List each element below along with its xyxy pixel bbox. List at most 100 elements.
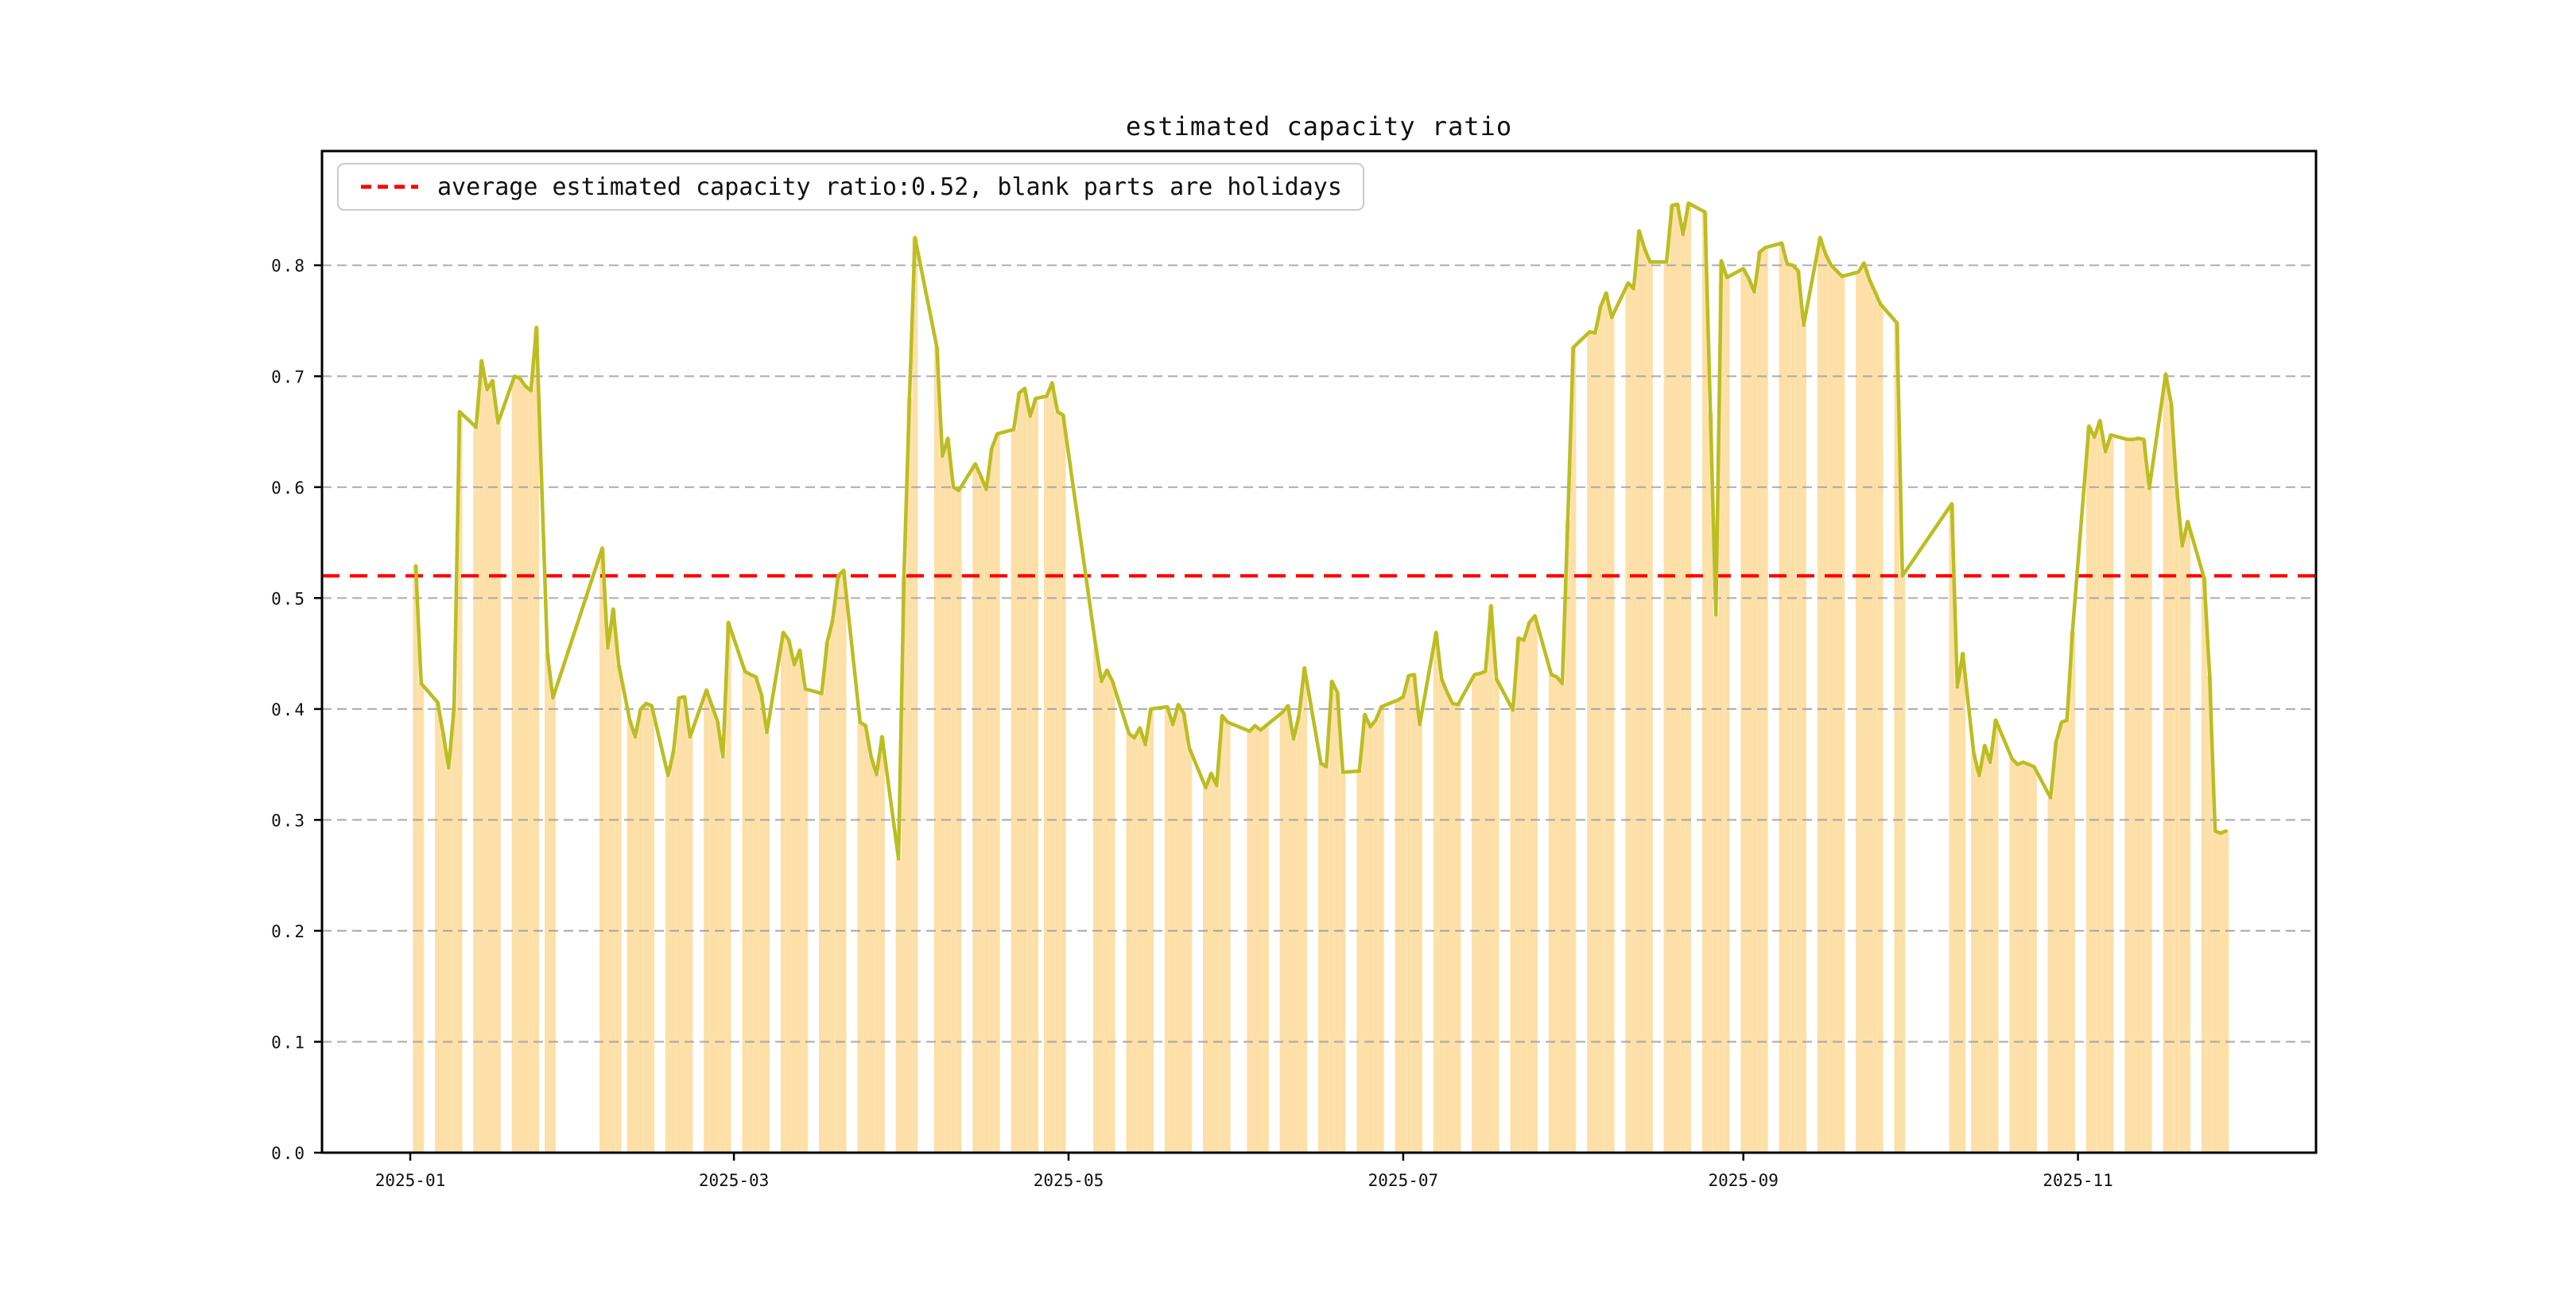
workday-bar — [2097, 421, 2103, 1153]
workday-bar — [1482, 671, 1488, 1153]
workday-bar — [2108, 435, 2114, 1153]
workday-bar — [945, 438, 951, 1153]
workday-bar — [1894, 323, 1900, 1153]
workday-bar — [2020, 762, 2027, 1153]
workday-bar — [1636, 231, 1643, 1153]
workday-bar — [1444, 692, 1450, 1153]
workday-bar — [2026, 764, 2031, 1153]
workday-bar — [1746, 278, 1752, 1153]
workday-bar — [863, 725, 869, 1153]
workday-bar — [714, 721, 720, 1153]
workday-bar — [545, 653, 550, 1153]
workday-bar — [1181, 713, 1187, 1153]
workday-bar — [819, 693, 824, 1153]
y-tick-label: 0.4 — [271, 700, 306, 719]
workday-bar — [2212, 831, 2218, 1153]
legend-average-line-marker — [361, 184, 418, 189]
workday-bar — [2130, 439, 2136, 1153]
workday-bar — [2064, 719, 2070, 1153]
workday-bar — [1949, 503, 1955, 1153]
workday-bar — [549, 697, 556, 1153]
workday-bar — [1625, 283, 1631, 1153]
workday-bar — [2136, 438, 2141, 1153]
workday-bar — [704, 690, 710, 1153]
workday-bar — [1011, 429, 1017, 1153]
workday-bar — [1022, 388, 1028, 1153]
workday-bar — [1822, 254, 1829, 1153]
workday-bar — [1258, 730, 1263, 1153]
workday-bar — [1795, 270, 1802, 1153]
workday-bar — [1801, 325, 1807, 1153]
workday-bar — [1510, 710, 1516, 1153]
workday-bars — [413, 203, 2229, 1153]
workday-bar — [1713, 614, 1719, 1153]
workday-bar — [978, 475, 984, 1153]
workday-bar — [1049, 382, 1055, 1153]
workday-bar — [1548, 674, 1554, 1153]
workday-bar — [1981, 745, 1988, 1153]
workday-bar — [1368, 727, 1373, 1153]
workday-bar — [1372, 719, 1379, 1153]
workday-bar — [1033, 398, 1039, 1153]
workday-bar — [1170, 724, 1176, 1153]
workday-bar — [780, 632, 786, 1153]
workday-bar — [1329, 680, 1335, 1153]
workday-bar — [791, 665, 797, 1153]
workday-bar — [2053, 742, 2059, 1153]
workday-bar — [1285, 705, 1291, 1153]
workday-bar — [1455, 704, 1461, 1153]
workday-bar — [451, 707, 457, 1153]
workday-bar — [1104, 670, 1110, 1153]
workday-bar — [1362, 714, 1368, 1153]
workday-bar — [1060, 415, 1066, 1153]
workday-bar — [988, 448, 995, 1153]
workday-bar — [1987, 762, 1993, 1153]
workday-bar — [829, 620, 836, 1153]
workday-bar — [1438, 679, 1445, 1153]
workday-bar — [533, 327, 540, 1153]
workday-bar — [1992, 719, 1999, 1153]
workday-bar — [1718, 261, 1724, 1153]
workday-bar — [1971, 753, 1977, 1153]
y-tick-label: 0.7 — [271, 367, 306, 386]
x-tick-label: 2025-07 — [1368, 1171, 1439, 1190]
workday-bar — [2185, 521, 2191, 1153]
workday-bar — [1515, 638, 1522, 1153]
y-tick-label: 0.1 — [271, 1033, 306, 1053]
workday-bar — [874, 774, 879, 1153]
workday-bar — [1219, 715, 1225, 1153]
workday-bar — [753, 677, 759, 1153]
y-tick-label: 0.2 — [271, 922, 306, 941]
workday-bar — [1521, 640, 1527, 1153]
workday-bar — [2091, 437, 2097, 1153]
workday-bar — [1554, 677, 1560, 1153]
workday-bar — [840, 570, 847, 1153]
workday-bar — [1784, 264, 1790, 1153]
workday-bar — [2179, 545, 2186, 1153]
workday-bar — [1877, 304, 1884, 1153]
workday-bar — [1608, 317, 1615, 1153]
workday-bar — [983, 489, 989, 1153]
workday-bar — [1872, 292, 1878, 1153]
workday-bar — [2102, 452, 2109, 1153]
workday-bar — [484, 390, 491, 1153]
workday-bar — [1724, 277, 1730, 1153]
workday-bar — [627, 719, 633, 1153]
y-tick-label: 0.3 — [271, 811, 306, 830]
workday-bar — [456, 411, 463, 1153]
workday-bar — [2009, 758, 2015, 1153]
workday-bar — [1663, 262, 1670, 1153]
workday-bar — [1488, 606, 1494, 1153]
workday-bar — [479, 360, 485, 1153]
workday-bar — [1340, 772, 1346, 1153]
workday-bar — [1433, 632, 1439, 1153]
workday-bar — [2058, 722, 2065, 1153]
workday-bar — [939, 456, 945, 1153]
workday-bar — [1247, 731, 1253, 1153]
x-axis: 2025-01 2025-03 2025-05 2025-07 2025-09 2025-… — [375, 1153, 2113, 1190]
workday-bar — [1406, 676, 1412, 1153]
workday-bar — [868, 756, 875, 1153]
workday-bar — [1417, 724, 1423, 1153]
